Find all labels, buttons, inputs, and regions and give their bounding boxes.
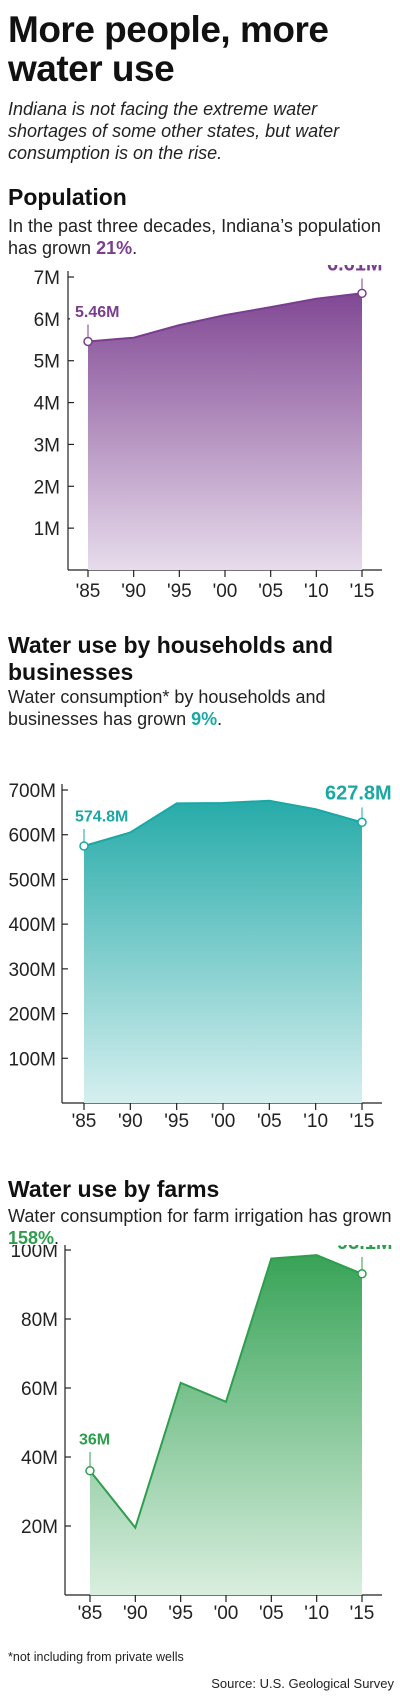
x-tick-label: '95: [168, 1603, 193, 1624]
y-tick-label: 3M: [34, 435, 60, 456]
data-label: 6.61M: [327, 265, 383, 275]
population-chart: 1M 2M 3M 4M 5M 6M 7M '85 '90 '95 '00 '05 '10 '15 5.46M…: [34, 265, 388, 602]
y-tick-label: 600M: [8, 826, 56, 847]
households-desc-text: Water consumption* by households and bus…: [8, 687, 326, 729]
x-tick-label: '85: [78, 1603, 103, 1624]
data-label: 5.46M: [75, 304, 119, 321]
y-tick-label: 40M: [21, 1448, 58, 1469]
households-growth-pct: 9%: [191, 709, 218, 729]
x-tick-label: '05: [258, 581, 283, 602]
x-tick-label: '15: [350, 1111, 375, 1132]
households-chart: 100M 200M 300M 400M 500M 600M 700M '85 '90 '95 '00…: [8, 780, 398, 1132]
page-title: More people, more water use: [8, 9, 329, 89]
intro-text: Indiana is not facing the extreme water …: [8, 99, 340, 163]
data-label-box: [320, 780, 398, 808]
y-tick-label: 500M: [8, 870, 56, 891]
y-tick-label: 700M: [8, 781, 56, 802]
x-tick-label: '00: [211, 1111, 236, 1132]
population-desc-end: .: [132, 238, 138, 258]
data-point-marker: [85, 1466, 95, 1476]
x-tick-label: '15: [350, 1603, 375, 1624]
x-tick-label: '90: [121, 581, 146, 602]
data-label: 627.8M: [325, 782, 392, 804]
y-tick-label: 5M: [34, 352, 60, 373]
y-tick-label: 100M: [8, 1049, 56, 1070]
x-tick-label: '90: [118, 1111, 143, 1132]
data-point-marker: [357, 1269, 367, 1279]
y-tick-label: 4M: [34, 394, 60, 415]
x-tick-label: '05: [259, 1603, 284, 1624]
x-tick-label: '95: [167, 581, 192, 602]
y-tick-label: 2M: [34, 477, 60, 498]
x-tick-label: '90: [123, 1603, 148, 1624]
x-tick-label: '00: [213, 581, 238, 602]
population-growth-pct: 21%: [96, 238, 133, 258]
data-label-box: [70, 802, 134, 829]
farms-chart: 20M 40M 60M 80M 100M '85 '90 '95 '00 '05 '10 '15 36M…: [10, 1245, 398, 1624]
y-tick-label: 300M: [8, 960, 56, 981]
series-line: [89, 1254, 363, 1530]
farms-growth-pct: 158%: [8, 1228, 55, 1248]
y-tick-label: 200M: [8, 1005, 56, 1026]
x-tick-label: '10: [304, 1603, 329, 1624]
data-label-box: [74, 1425, 111, 1452]
data-point-marker: [79, 841, 89, 851]
population-description: In the past three decades, Indiana’s pop…: [8, 215, 398, 259]
data-label-box: [322, 265, 388, 279]
farms-description: Water consumption for farm irrigation ha…: [8, 1205, 398, 1249]
series-area: [84, 800, 362, 1103]
x-tick-label: '95: [164, 1111, 189, 1132]
data-point-marker: [83, 336, 93, 347]
x-tick-label: '85: [76, 581, 101, 602]
farms-desc-text: Water consumption for farm irrigation ha…: [8, 1206, 392, 1226]
source-note: Source: U.S. Geological Survey: [211, 1676, 394, 1691]
farms-heading: Water use by farms: [8, 1176, 220, 1202]
series-line: [83, 799, 363, 847]
households-description: Water consumption* by households and bus…: [8, 686, 398, 730]
y-tick-label: 7M: [34, 268, 60, 289]
x-tick-label: '10: [303, 1111, 328, 1132]
data-label-box: [332, 1245, 398, 1257]
population-desc-text: In the past three decades, Indiana’s pop…: [8, 216, 381, 258]
series-line: [87, 292, 363, 343]
farms-desc-end: .: [54, 1228, 60, 1248]
series-area: [88, 293, 362, 570]
households-desc-end: .: [217, 709, 223, 729]
x-tick-label: '15: [350, 581, 375, 602]
footnote: *not including from private wells: [8, 1650, 184, 1664]
x-tick-label: '00: [214, 1603, 239, 1624]
y-tick-label: 1M: [34, 519, 60, 540]
y-tick-label: 60M: [21, 1379, 58, 1400]
data-label: 93.1M: [337, 1245, 393, 1254]
households-heading: Water use by households and businesses: [8, 632, 334, 685]
x-tick-label: '10: [304, 581, 329, 602]
data-point-marker: [357, 288, 367, 299]
x-tick-label: '05: [257, 1111, 282, 1132]
data-label: 36M: [79, 1431, 110, 1448]
data-point-marker: [357, 817, 367, 828]
y-tick-label: 6M: [34, 310, 60, 331]
y-tick-label: 400M: [8, 915, 56, 936]
y-tick-label: 100M: [10, 1245, 58, 1262]
x-tick-label: '85: [72, 1111, 97, 1132]
y-tick-label: 80M: [21, 1310, 58, 1331]
data-label: 574.8M: [75, 809, 128, 826]
series-area: [90, 1255, 362, 1595]
data-label-box: [70, 298, 125, 325]
y-tick-label: 20M: [21, 1517, 58, 1538]
population-heading: Population: [8, 184, 127, 210]
